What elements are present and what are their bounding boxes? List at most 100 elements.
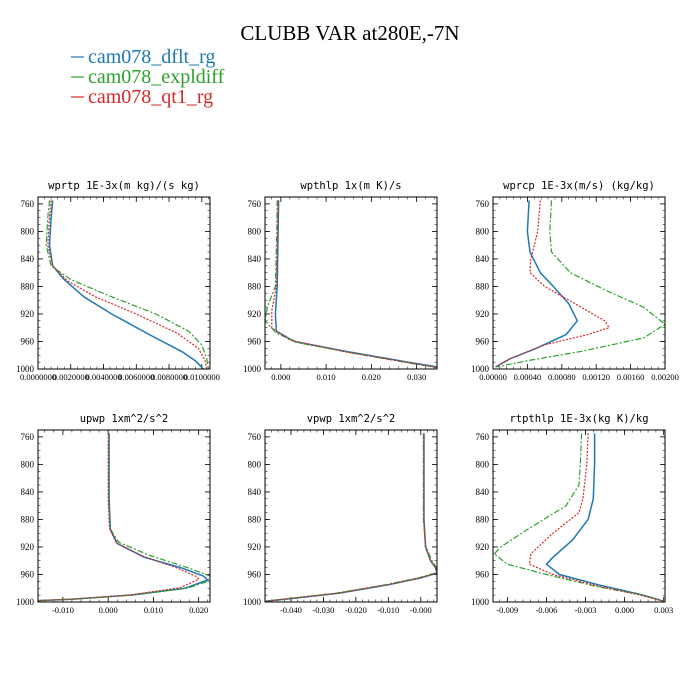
series-line-cam078_qt1_rg [271,200,437,369]
series-line-cam078_dflt_rg [545,433,664,602]
x-tick-label: -0.000 [410,605,432,615]
y-tick-label: 960 [248,569,262,579]
y-tick-label: 1000 [16,597,35,607]
y-tick-label: 1000 [243,364,262,374]
x-tick-label: 0.0100000 [184,372,220,382]
y-tick-label: 1000 [471,364,490,374]
x-tick-label: 0.000 [615,605,634,615]
legend-item-dflt: cam078_dflt_rg [71,46,215,68]
panel-frame [37,196,211,370]
y-tick-label: 840 [476,254,490,264]
x-tick-label: 0.0080000 [151,372,187,382]
series-line-cam078_dflt_rg [38,433,209,602]
panel-3: wprcp 1E-3x(m/s) (kg/kg) 760 800 840 880 920 9… [471,180,679,382]
x-tick-label: 0.00200 [651,372,679,382]
series-line-cam078_dflt_rg [274,200,437,368]
y-tick-label: 880 [476,281,490,291]
x-tick-label: 0.00160 [617,372,645,382]
y-tick-label: 920 [248,309,262,319]
panel-frame [264,429,438,603]
series-line-cam078_qt1_rg [265,433,437,602]
y-tick-label: 960 [21,336,35,346]
x-tick-label: 0.030 [407,372,426,382]
series-line-cam078_qt1_rg [528,433,664,602]
series-line-cam078_qt1_rg [495,200,610,368]
y-tick-label: 960 [21,569,35,579]
series-line-cam078_dflt_rg [265,433,437,602]
panel-title: wprcp 1E-3x(m/s) (kg/kg) [503,180,655,192]
x-tick-label: 0.020 [189,605,208,615]
figure-title: CLUBB VAR at280E,-7N [240,21,459,45]
x-tick-label: -0.006 [535,605,557,615]
y-tick-label: 920 [476,542,490,552]
legend-item-expldiff: cam078_expldiff [71,66,225,88]
y-tick-label: 800 [476,459,490,469]
y-tick-label: 760 [248,432,262,442]
y-tick-label: 760 [476,432,490,442]
y-tick-label: 960 [248,336,262,346]
y-tick-label: 880 [21,514,35,524]
panel-4: upwp 1xm^2/s^2 760 800 840 880 920 960 1000 -0.0… [16,413,211,615]
x-tick-label: 0.0060000 [118,372,154,382]
y-tick-label: 1000 [16,364,35,374]
y-tick-label: 800 [21,459,35,469]
legend-label-qt1: cam078_qt1_rg [88,86,213,108]
x-tick-label: -0.040 [280,605,302,615]
y-tick-label: 760 [476,199,490,209]
panel-title: vpwp 1xm^2/s^2 [307,413,396,425]
series-line-cam078_dflt_rg [48,200,204,369]
series-line-cam078_qt1_rg [38,433,200,602]
legend-label-expldiff: cam078_expldiff [88,66,225,88]
y-tick-label: 800 [248,459,262,469]
panel-frame [37,429,211,603]
x-tick-label: 0.0020000 [53,372,89,382]
y-tick-label: 800 [248,226,262,236]
y-tick-label: 920 [21,542,35,552]
x-tick-label: 0.010 [144,605,163,615]
series-line-cam078_expldiff [45,200,209,369]
y-tick-label: 760 [21,432,35,442]
y-tick-label: 840 [476,487,490,497]
y-tick-label: 880 [248,514,262,524]
y-tick-label: 1000 [243,597,262,607]
x-tick-label: 0.00000 [479,372,507,382]
panel-5: vpwp 1xm^2/s^2 760 800 840 880 920 960 1000 -0.0… [243,413,438,615]
y-tick-label: 840 [248,254,262,264]
x-tick-label: 0.010 [317,372,336,382]
panel-title: wprtp 1E-3x(m kg)/(s kg) [48,180,200,192]
y-tick-label: 880 [21,281,35,291]
y-tick-label: 920 [248,542,262,552]
series-line-cam078_expldiff [493,433,664,602]
x-tick-label: 0.00040 [514,372,542,382]
panel-title: wpthlp 1x(m K)/s [300,180,401,192]
y-tick-label: 920 [21,309,35,319]
series-line-cam078_expldiff [38,433,210,602]
x-tick-label: -0.030 [312,605,334,615]
x-tick-label: 0.0000000 [20,372,56,382]
y-tick-label: 880 [476,514,490,524]
y-tick-label: 800 [476,226,490,236]
y-tick-label: 960 [476,569,490,579]
x-tick-label: 0.00120 [582,372,610,382]
y-tick-label: 760 [248,199,262,209]
panel-6: rtpthlp 1E-3x(kg K)/kg 760 800 840 880 920 960… [471,413,673,615]
y-tick-label: 760 [21,199,35,209]
x-tick-label: 0.0040000 [85,372,121,382]
series-line-cam078_expldiff [265,200,437,369]
panel-frame [264,196,438,370]
y-tick-label: 1000 [471,597,490,607]
x-tick-label: 0.003 [654,605,673,615]
x-tick-label: -0.003 [575,605,597,615]
y-tick-label: 840 [21,254,35,264]
x-tick-label: 0.020 [362,372,381,382]
panel-title: upwp 1xm^2/s^2 [80,413,169,425]
panel-frame [492,196,666,370]
x-tick-label: -0.009 [496,605,518,615]
series-line-cam078_expldiff [265,433,437,602]
y-tick-label: 800 [21,226,35,236]
panel-frame [492,429,666,603]
x-tick-label: 0.00080 [548,372,576,382]
legend-item-qt1: cam078_qt1_rg [71,86,213,108]
y-tick-label: 880 [248,281,262,291]
